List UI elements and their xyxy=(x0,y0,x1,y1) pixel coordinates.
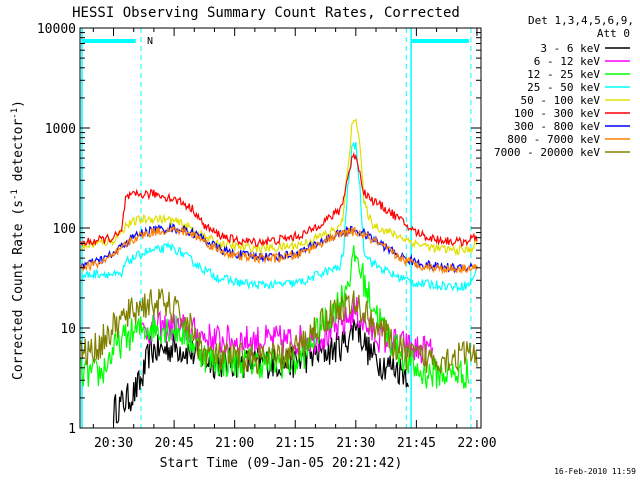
x-axis-label: Start Time (09-Jan-05 20:21:42) xyxy=(160,456,403,471)
series-line-8 xyxy=(80,225,478,275)
legend-label-2: 6 - 12 keV xyxy=(534,55,601,68)
legend-label-1: 3 - 6 keV xyxy=(540,42,600,55)
series-line-5 xyxy=(81,117,478,257)
legend-header-1: Det 1,3,4,5,6,9, xyxy=(528,14,634,27)
series-line-3 xyxy=(80,245,470,389)
y-axis-label: Corrected Count Rate (s-1 detector-1) xyxy=(10,100,26,380)
x-tick-label-2: 20:45 xyxy=(155,436,194,451)
series-line-9 xyxy=(80,288,478,376)
footer-date: 16-Feb-2010 11:59 xyxy=(554,467,636,476)
chart-title: HESSI Observing Summary Count Rates, Cor… xyxy=(72,5,460,21)
series-line-4 xyxy=(80,141,478,293)
legend-label-4: 25 - 50 keV xyxy=(527,81,600,94)
y-axis-label-suffix: ) xyxy=(11,100,26,108)
y-tick-label-4: 1000 xyxy=(45,122,76,137)
annotation-label: N xyxy=(147,36,153,47)
y-tick-label-2: 10 xyxy=(60,322,76,337)
plot-content: N xyxy=(80,28,478,428)
x-tick-label-3: 21:00 xyxy=(215,436,254,451)
legend-label-6: 100 - 300 keV xyxy=(514,107,600,120)
series-line-6 xyxy=(80,151,478,248)
y-axis-label-mid: detector xyxy=(11,119,26,190)
legend-label-3: 12 - 25 keV xyxy=(527,68,600,81)
y-axis-label-sup-2: -1 xyxy=(10,108,20,119)
y-axis-label-sup-1: -1 xyxy=(10,189,20,200)
y-axis-label-prefix: Corrected Count Rate (s xyxy=(11,200,26,380)
y-tick-label-1: 1 xyxy=(68,422,76,437)
legend-label-7: 300 - 800 keV xyxy=(514,120,600,133)
x-tick-label-1: 20:30 xyxy=(94,436,133,451)
y-tick-label-3: 100 xyxy=(53,222,76,237)
x-tick-label-5: 21:30 xyxy=(336,436,375,451)
x-tick-label-7: 22:00 xyxy=(457,436,496,451)
y-tick-label-5: 10000 xyxy=(37,22,76,37)
legend-label-9: 7000 - 20000 keV xyxy=(494,146,600,159)
legend-label-8: 800 - 7000 keV xyxy=(507,133,600,146)
axes: 20:30 20:45 21:00 21:15 21:30 21:45 22:00 1 10 10… xyxy=(37,22,497,451)
legend-label-5: 50 - 100 keV xyxy=(521,94,601,107)
legend-header-2: Att 0 xyxy=(597,27,630,40)
x-tick-label-6: 21:45 xyxy=(397,436,436,451)
x-tick-label-4: 21:15 xyxy=(276,436,315,451)
